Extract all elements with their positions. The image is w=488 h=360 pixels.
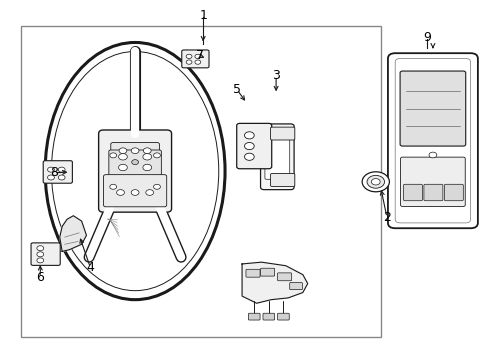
- Circle shape: [47, 167, 54, 172]
- Polygon shape: [242, 262, 307, 303]
- FancyBboxPatch shape: [245, 269, 260, 277]
- FancyBboxPatch shape: [182, 50, 208, 68]
- Circle shape: [131, 148, 139, 154]
- Circle shape: [366, 175, 384, 188]
- FancyBboxPatch shape: [277, 273, 291, 281]
- Circle shape: [110, 153, 116, 158]
- Circle shape: [153, 153, 160, 158]
- FancyBboxPatch shape: [270, 127, 294, 140]
- Circle shape: [371, 179, 379, 185]
- Bar: [21, 26, 380, 337]
- Circle shape: [58, 175, 65, 180]
- Circle shape: [244, 143, 254, 150]
- FancyBboxPatch shape: [270, 174, 294, 186]
- Circle shape: [143, 148, 151, 154]
- FancyBboxPatch shape: [444, 184, 462, 201]
- Circle shape: [58, 167, 65, 172]
- FancyBboxPatch shape: [111, 143, 159, 166]
- FancyBboxPatch shape: [263, 313, 274, 320]
- Circle shape: [186, 54, 192, 59]
- Circle shape: [145, 190, 153, 195]
- Circle shape: [131, 159, 138, 165]
- FancyBboxPatch shape: [109, 150, 161, 176]
- Circle shape: [116, 190, 124, 195]
- FancyBboxPatch shape: [260, 268, 274, 276]
- Circle shape: [37, 258, 43, 263]
- Circle shape: [195, 60, 201, 64]
- FancyBboxPatch shape: [99, 130, 171, 212]
- Text: 6: 6: [36, 271, 44, 284]
- FancyBboxPatch shape: [400, 157, 464, 206]
- FancyBboxPatch shape: [43, 161, 72, 183]
- FancyBboxPatch shape: [289, 283, 302, 290]
- Text: 4: 4: [86, 261, 94, 274]
- Text: 2: 2: [382, 211, 390, 224]
- FancyBboxPatch shape: [264, 134, 289, 179]
- Circle shape: [244, 132, 254, 139]
- FancyBboxPatch shape: [248, 313, 260, 320]
- Text: 3: 3: [272, 69, 280, 82]
- Circle shape: [186, 60, 192, 64]
- FancyBboxPatch shape: [387, 53, 477, 228]
- Circle shape: [119, 148, 126, 154]
- FancyBboxPatch shape: [277, 313, 288, 320]
- Circle shape: [362, 172, 388, 192]
- FancyBboxPatch shape: [403, 184, 422, 201]
- FancyBboxPatch shape: [103, 175, 166, 207]
- Text: 9: 9: [422, 31, 430, 44]
- Ellipse shape: [45, 42, 224, 300]
- FancyBboxPatch shape: [423, 184, 442, 201]
- Text: 8: 8: [50, 166, 58, 179]
- FancyBboxPatch shape: [260, 124, 293, 190]
- FancyBboxPatch shape: [236, 123, 271, 169]
- Text: 7: 7: [195, 49, 203, 62]
- Circle shape: [118, 154, 127, 160]
- Ellipse shape: [51, 51, 218, 291]
- Circle shape: [118, 164, 127, 171]
- FancyBboxPatch shape: [394, 59, 469, 223]
- FancyBboxPatch shape: [399, 71, 465, 146]
- Circle shape: [142, 154, 151, 160]
- Text: 1: 1: [199, 9, 207, 22]
- Text: 5: 5: [233, 84, 241, 96]
- Circle shape: [142, 164, 151, 171]
- Circle shape: [244, 153, 254, 160]
- Circle shape: [110, 184, 116, 189]
- Circle shape: [37, 246, 43, 251]
- Circle shape: [195, 54, 201, 59]
- Polygon shape: [60, 216, 86, 251]
- Circle shape: [131, 190, 139, 195]
- Circle shape: [428, 152, 436, 158]
- Circle shape: [47, 175, 54, 180]
- Circle shape: [153, 184, 160, 189]
- FancyBboxPatch shape: [31, 243, 60, 265]
- Circle shape: [37, 252, 43, 257]
